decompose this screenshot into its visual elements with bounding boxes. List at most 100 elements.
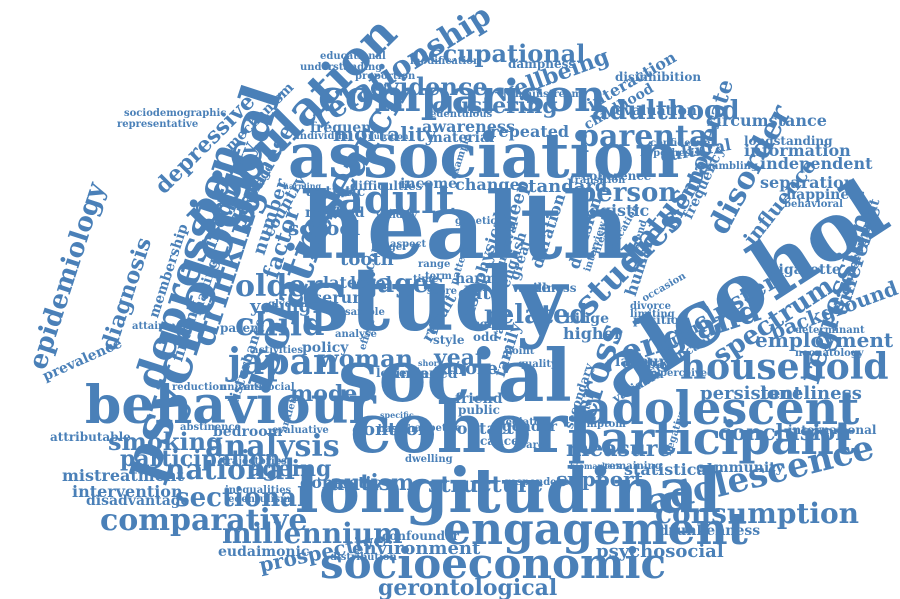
word-measure: measure [566, 436, 672, 462]
word-psychosocial: psychosocial [596, 541, 724, 562]
word-sectional: sectional [175, 483, 307, 513]
word-study: study [300, 247, 567, 351]
word-aged: aged [420, 366, 458, 382]
word-harm: harm [455, 271, 497, 287]
word-structure: structure [428, 472, 544, 498]
word-method: method [305, 205, 365, 221]
word-transition: transition [570, 175, 626, 186]
word-edentulous: edentulous [430, 109, 493, 120]
word-frequent: frequent [310, 120, 378, 136]
word-environment: environment [352, 538, 481, 559]
word-circumstance: circumstance [706, 111, 827, 130]
word-school: school [288, 216, 361, 240]
word-aspect: aspect [390, 239, 427, 250]
word-behavioral: behavioral [784, 199, 843, 210]
word-cigarette: cigarette [770, 262, 841, 278]
word-baseline: baseline [378, 424, 425, 435]
word-neonatology: neonatology [795, 348, 864, 359]
word-behaviour: behaviour [85, 375, 376, 436]
word-woman: woman [318, 344, 414, 373]
word-independent: independent [760, 154, 873, 173]
word-young: young [250, 296, 312, 317]
word-divorce: divorce [630, 301, 671, 312]
word-data: data [458, 283, 503, 304]
word-related: related [484, 300, 588, 330]
word-biomarkers: biomarkers [570, 461, 622, 471]
word-older: older [235, 269, 323, 304]
word-short: short [418, 358, 442, 368]
word-adulthood: adulthood [592, 96, 740, 126]
word-more: more [446, 358, 498, 379]
word-mortality: mortality [333, 122, 437, 146]
word-position: position [633, 313, 688, 327]
word-latent: latent [323, 273, 377, 292]
word-labour: labour [615, 354, 667, 370]
word-sample: sample [345, 307, 385, 318]
word-adult: adult [338, 176, 455, 223]
word-model: model [290, 381, 366, 407]
word-change: change [455, 175, 520, 194]
word-confidence: confidence [650, 138, 711, 149]
word-material: material [428, 130, 495, 146]
word-engagement: engagement [443, 504, 748, 555]
word-respondent: respondent [505, 477, 569, 488]
word-comparative: comparative [100, 503, 308, 538]
word-dampness: dampness [508, 57, 576, 71]
word-gambling: gambling [705, 161, 758, 172]
word-wave: wave [512, 280, 551, 296]
word-millennium: millennium [222, 517, 403, 550]
word-occupational: occupational [412, 39, 586, 68]
word-serum: serum [313, 288, 370, 307]
word-perceived: perceived [660, 368, 715, 379]
word-style: style [433, 333, 465, 347]
word-parental: parental [578, 119, 720, 154]
word-care: care [520, 440, 545, 451]
word-jages: jages [368, 269, 444, 299]
word-support: support [556, 467, 643, 491]
word-social: social [338, 333, 572, 418]
word-trajectories: trajectories [222, 456, 287, 467]
word-symptom: symptom [575, 419, 626, 430]
word-range: range [418, 259, 451, 270]
word-odd: odd [473, 330, 498, 344]
word-socioeconomic: socioeconomic [320, 539, 667, 588]
word-analyse: analyse [335, 329, 377, 340]
word-drunkenness: drunkenness [659, 523, 761, 539]
word-comparison: comparison [318, 71, 606, 122]
word-determinant: determinant [795, 325, 865, 336]
word-eudaimonic: eudaimonic [218, 544, 310, 560]
word-logistic: logistic [583, 201, 650, 220]
word-bedroom: bedroom [213, 424, 283, 440]
word-public: public [458, 403, 500, 417]
word-point: point [505, 346, 535, 357]
word-statistical: statistical [624, 460, 713, 479]
word-awareness: awareness [422, 117, 515, 136]
word-validity: validity [376, 210, 418, 221]
word-harming: harming [283, 181, 322, 191]
word-index: index [395, 366, 438, 382]
word-standard: standard [518, 176, 608, 197]
word-information: information [744, 141, 851, 160]
word-attainment: attainment [132, 321, 195, 332]
word-person: person [578, 178, 678, 208]
word-autism: autism [330, 470, 415, 496]
word-term: term [425, 271, 452, 282]
word-mistreatment: mistreatment [62, 466, 184, 485]
word-proportion: proportion [355, 71, 416, 82]
word-evaluative: evaluative [272, 425, 329, 436]
word-ageing: ageing [248, 456, 332, 482]
word-policy: policy [302, 340, 349, 356]
word-domestic: domestic [300, 473, 382, 492]
word-association: association [288, 119, 680, 192]
word-evaluation: evaluation [615, 103, 697, 119]
word-intervention: intervention [72, 482, 183, 501]
word-disinhibition: disinhibition [615, 70, 702, 84]
word-income: income [400, 176, 458, 192]
word-universal: universal [220, 382, 272, 393]
word-longer: longer [371, 242, 408, 253]
word-antisocial: antisocial [240, 382, 295, 393]
word-quality: quality [518, 359, 557, 370]
word-genetic: genetic [455, 216, 497, 227]
word-participant: participant [568, 411, 856, 465]
